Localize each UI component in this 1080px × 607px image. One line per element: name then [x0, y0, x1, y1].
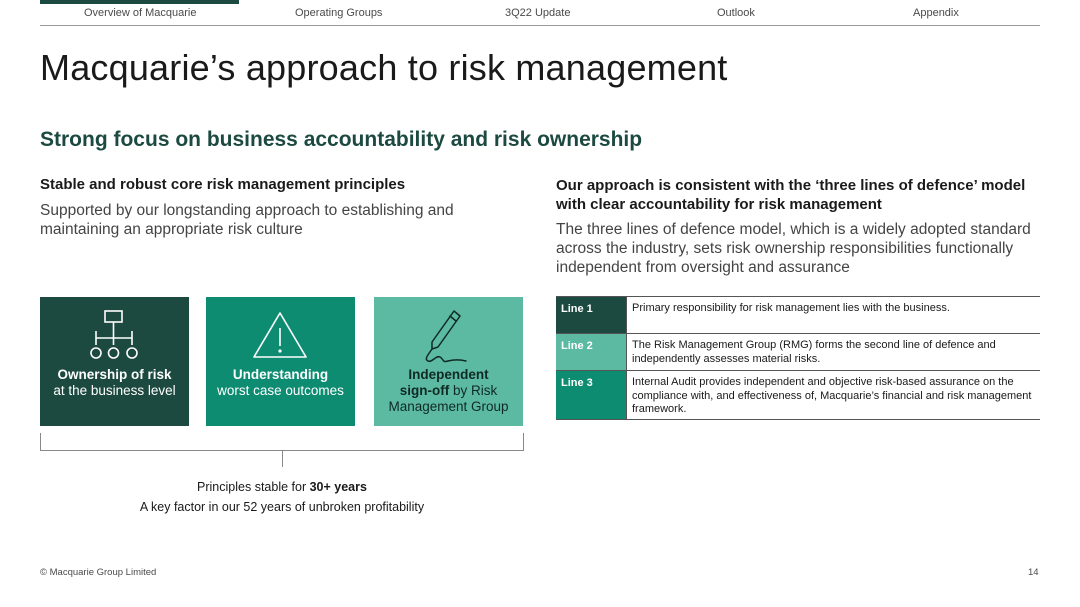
page-number: 14	[1028, 567, 1039, 578]
line-description: Internal Audit provides independent and …	[626, 371, 1040, 419]
line-description: The Risk Management Group (RMG) forms th…	[626, 334, 1040, 370]
lines-of-defence-table: Line 1 Primary responsibility for risk m…	[556, 296, 1040, 420]
principles-bracket	[40, 433, 524, 451]
table-row: Line 2 The Risk Management Group (RMG) f…	[556, 334, 1040, 371]
nav-item-3q22-update[interactable]: 3Q22 Update	[505, 7, 571, 19]
summary-line2: A key factor in our 52 years of unbroken…	[139, 500, 425, 514]
nav-item-appendix[interactable]: Appendix	[913, 7, 959, 19]
warning-triangle-icon	[206, 305, 355, 367]
principle-title-cont: sign-off	[399, 383, 450, 398]
table-row: Line 3 Internal Audit provides independe…	[556, 371, 1040, 420]
table-row: Line 1 Primary responsibility for risk m…	[556, 297, 1040, 334]
line-label: Line 3	[556, 371, 626, 419]
three-lines-description: The three lines of defence model, which …	[556, 221, 1031, 276]
summary-line1-prefix: Principles stable for	[197, 480, 310, 494]
nav-item-operating-groups[interactable]: Operating Groups	[295, 7, 383, 19]
summary-line1-bold: 30+ years	[309, 480, 367, 494]
principle-box-independent-signoff: Independent sign-off by Risk Management …	[374, 297, 523, 426]
line-label: Line 2	[556, 334, 626, 370]
org-chart-icon	[40, 305, 189, 367]
principle-box-ownership: Ownership of risk at the business level	[40, 297, 189, 426]
page-subtitle: Strong focus on business accountability …	[40, 128, 643, 151]
principle-box-understanding: Understanding worst case outcomes	[206, 297, 355, 426]
line-description: Primary responsibility for risk manageme…	[626, 297, 1040, 333]
principle-subtitle: worst case outcomes	[217, 383, 344, 398]
pen-signature-icon	[374, 305, 523, 367]
nav-item-outlook[interactable]: Outlook	[717, 7, 755, 19]
principle-subtitle: at the business level	[53, 383, 176, 398]
page-title: Macquarie’s approach to risk management	[40, 47, 728, 88]
principles-bracket-tick	[282, 451, 283, 467]
top-navigation: Overview of Macquarie Operating Groups 3…	[40, 0, 1040, 26]
principles-summary: Principles stable for 30+ years A key fa…	[40, 477, 524, 517]
active-tab-indicator	[40, 0, 239, 4]
copyright: © Macquarie Group Limited	[40, 567, 157, 578]
principle-title: Ownership of risk	[57, 367, 172, 382]
nav-item-overview[interactable]: Overview of Macquarie	[84, 7, 197, 19]
principles-description: Supported by our longstanding approach t…	[40, 202, 454, 238]
three-lines-heading: Our approach is consistent with the ‘thr…	[556, 177, 1026, 213]
principle-subtitle: by Risk	[449, 383, 498, 398]
principles-heading: Stable and robust core risk management p…	[40, 176, 406, 193]
principle-subtitle-cont: Management Group	[388, 399, 509, 414]
principle-title: Independent	[408, 367, 489, 382]
principle-title: Understanding	[232, 367, 329, 382]
line-label: Line 1	[556, 297, 626, 333]
